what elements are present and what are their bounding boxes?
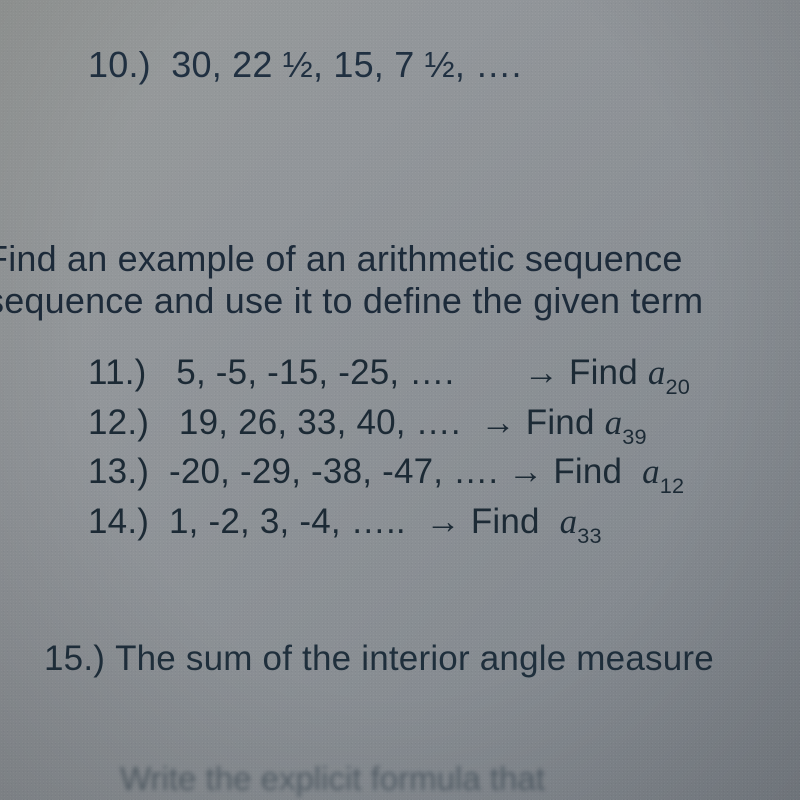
problem-number: 10.) xyxy=(88,44,151,85)
sequence-text: -20, -29, -38, -47, …. xyxy=(169,452,498,491)
problem-11: 11.) 5, -5, -15, -25, …. → Find a20 xyxy=(88,350,800,400)
problem-number: 12.) xyxy=(88,403,149,442)
term-variable: a xyxy=(560,502,578,541)
sequence-text: 5, -5, -15, -25, …. xyxy=(176,353,454,392)
cutoff-blurred-text: Write the explicit formula that xyxy=(0,760,800,800)
term-subscript: 33 xyxy=(577,523,602,548)
instruction-line-2: sequence and use it to define the given … xyxy=(0,280,800,322)
term-variable: a xyxy=(642,452,660,491)
find-label: Find xyxy=(471,502,540,541)
problem-number: 15.) xyxy=(44,639,105,678)
find-label: Find xyxy=(553,452,622,491)
find-label: Find xyxy=(569,353,638,392)
problem-15: 15.) The sum of the interior angle measu… xyxy=(44,639,800,679)
sequence-text: 1, -2, 3, -4, ….. xyxy=(169,502,406,541)
term-subscript: 12 xyxy=(660,473,685,498)
arrow-icon: → xyxy=(508,452,543,491)
sequence-text: 19, 26, 33, 40, …. xyxy=(179,403,461,442)
instruction-line-1: Find an example of an arithmetic sequenc… xyxy=(0,238,800,280)
sequence-text: 30, 22 ½, 15, 7 ½, …. xyxy=(171,44,521,85)
arrow-icon: → xyxy=(481,403,516,442)
problem-10: 10.) 30, 22 ½, 15, 7 ½, …. xyxy=(88,44,800,86)
term-variable: a xyxy=(605,403,623,442)
term-variable: a xyxy=(648,353,666,392)
problem-number: 13.) xyxy=(88,452,149,491)
arrow-icon: → xyxy=(524,353,559,392)
problem-13: 13.) -20, -29, -38, -47, …. → Find a12 xyxy=(88,449,800,499)
problem-14: 14.) 1, -2, 3, -4, ….. → Find a33 xyxy=(88,499,800,549)
term-subscript: 39 xyxy=(622,424,647,449)
problem-number: 14.) xyxy=(88,502,149,541)
problem-number: 11.) xyxy=(88,353,147,392)
term-subscript: 20 xyxy=(666,374,691,399)
problem-text: The sum of the interior angle measure xyxy=(115,639,714,678)
worksheet-page: 10.) 30, 22 ½, 15, 7 ½, …. Find an examp… xyxy=(0,0,800,800)
arrow-icon: → xyxy=(426,502,461,541)
find-label: Find xyxy=(526,403,595,442)
problem-12: 12.) 19, 26, 33, 40, …. → Find a39 xyxy=(88,400,800,450)
